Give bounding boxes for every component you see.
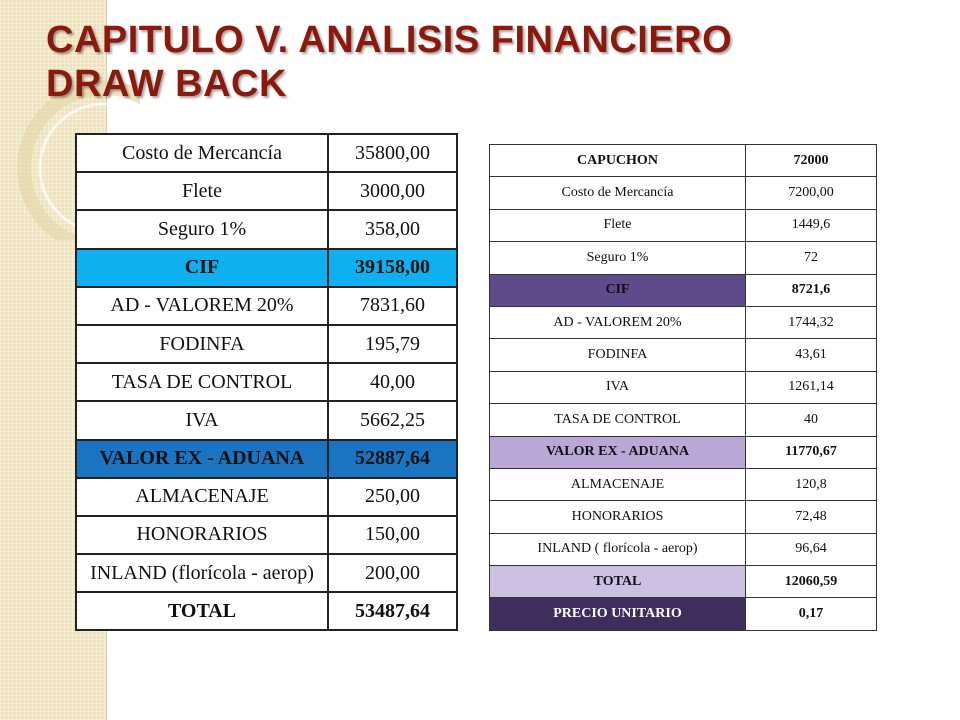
row-label: AD - VALOREM 20% bbox=[489, 305, 746, 340]
slide-title-line-2: DRAW BACK bbox=[46, 63, 287, 105]
row-label: IVA bbox=[75, 400, 329, 441]
table-row: Flete 3000,00 bbox=[75, 171, 458, 212]
row-label: VALOR EX - ADUANA bbox=[489, 435, 746, 469]
row-label: CIF bbox=[75, 247, 329, 288]
row-label: TASA DE CONTROL bbox=[75, 362, 329, 403]
row-value: 7831,60 bbox=[327, 285, 458, 326]
row-value: 40 bbox=[745, 403, 877, 437]
row-label: Flete bbox=[75, 171, 329, 212]
row-label: Flete bbox=[489, 208, 746, 243]
row-value: 250,00 bbox=[327, 476, 458, 517]
table-row: HONORARIOS 150,00 bbox=[75, 514, 458, 556]
table-row: HONORARIOS 72,48 bbox=[489, 500, 877, 534]
table-row: Costo de Mercancía 7200,00 bbox=[489, 176, 877, 210]
table-row: INLAND (florícola - aerop) 200,00 bbox=[75, 553, 458, 594]
row-value: 72,48 bbox=[745, 500, 877, 534]
row-value: 1261,14 bbox=[745, 370, 877, 405]
table-row-cif: CIF 39158,00 bbox=[75, 247, 458, 288]
row-label: VALOR EX - ADUANA bbox=[75, 438, 329, 479]
row-value: 11770,67 bbox=[745, 435, 877, 469]
slide-title: CAPITULO V. ANALISIS FINANCIERO DRAW BAC… bbox=[46, 18, 732, 106]
row-value: 200,00 bbox=[327, 553, 458, 594]
row-value: 150,00 bbox=[327, 514, 458, 556]
row-label: TOTAL bbox=[75, 591, 329, 632]
row-label: ALMACENAJE bbox=[489, 467, 746, 502]
row-label: CAPUCHON bbox=[489, 143, 746, 178]
row-label: HONORARIOS bbox=[75, 514, 329, 556]
table-row-header: CAPUCHON 72000 bbox=[489, 143, 877, 178]
table-row: AD - VALOREM 20% 1744,32 bbox=[489, 305, 877, 340]
row-label: Seguro 1% bbox=[489, 241, 746, 275]
row-label: FODINFA bbox=[489, 338, 746, 372]
row-label: Costo de Mercancía bbox=[489, 176, 746, 210]
table-row-cif: CIF 8721,6 bbox=[489, 273, 877, 307]
table-row: Seguro 1% 358,00 bbox=[75, 209, 458, 250]
row-label: HONORARIOS bbox=[489, 500, 746, 534]
row-label: Seguro 1% bbox=[75, 209, 329, 250]
table-row: IVA 1261,14 bbox=[489, 370, 877, 405]
row-label: TASA DE CONTROL bbox=[489, 403, 746, 437]
table-row: Costo de Mercancía 35800,00 bbox=[75, 132, 458, 174]
row-value: 96,64 bbox=[745, 532, 877, 567]
table-row: Seguro 1% 72 bbox=[489, 241, 877, 275]
table-row-total: TOTAL 12060,59 bbox=[489, 565, 877, 599]
table-row: Flete 1449,6 bbox=[489, 208, 877, 243]
table-row-valor-ex-aduana: VALOR EX - ADUANA 11770,67 bbox=[489, 435, 877, 469]
table-row: TASA DE CONTROL 40,00 bbox=[75, 362, 458, 403]
row-value: 72000 bbox=[745, 143, 877, 178]
row-value: 120,8 bbox=[745, 467, 877, 502]
row-value: 5662,25 bbox=[327, 400, 458, 441]
row-value: 52887,64 bbox=[327, 438, 458, 479]
row-value: 358,00 bbox=[327, 209, 458, 250]
table-row-total: TOTAL 53487,64 bbox=[75, 591, 458, 632]
table-row: ALMACENAJE 120,8 bbox=[489, 467, 877, 502]
slide-title-line-1: CAPITULO V. ANALISIS FINANCIERO bbox=[46, 19, 733, 61]
row-value: 8721,6 bbox=[745, 273, 877, 307]
row-value: 7200,00 bbox=[745, 176, 877, 210]
row-label: CIF bbox=[489, 273, 746, 307]
row-label: Costo de Mercancía bbox=[75, 132, 329, 174]
row-value: 1744,32 bbox=[745, 305, 877, 340]
row-value: 39158,00 bbox=[327, 247, 458, 288]
table-row: FODINFA 43,61 bbox=[489, 338, 877, 372]
table-row-valor-ex-aduana: VALOR EX - ADUANA 52887,64 bbox=[75, 438, 458, 479]
row-label: INLAND ( florícola - aerop) bbox=[489, 532, 746, 567]
row-value: 0,17 bbox=[745, 597, 877, 631]
right-cost-table: CAPUCHON 72000 Costo de Mercancía 7200,0… bbox=[489, 143, 877, 631]
table-row: TASA DE CONTROL 40 bbox=[489, 403, 877, 437]
table-row: ALMACENAJE 250,00 bbox=[75, 476, 458, 517]
table-row: AD - VALOREM 20% 7831,60 bbox=[75, 285, 458, 326]
table-row: IVA 5662,25 bbox=[75, 400, 458, 441]
table-row: INLAND ( florícola - aerop) 96,64 bbox=[489, 532, 877, 567]
row-value: 195,79 bbox=[327, 323, 458, 365]
row-value: 12060,59 bbox=[745, 565, 877, 599]
row-label: ALMACENAJE bbox=[75, 476, 329, 517]
row-value: 1449,6 bbox=[745, 208, 877, 243]
row-label: PRECIO UNITARIO bbox=[489, 597, 746, 631]
row-value: 43,61 bbox=[745, 338, 877, 372]
row-value: 72 bbox=[745, 241, 877, 275]
row-label: TOTAL bbox=[489, 565, 746, 599]
table-row-precio-unitario: PRECIO UNITARIO 0,17 bbox=[489, 597, 877, 631]
left-cost-table: Costo de Mercancía 35800,00 Flete 3000,0… bbox=[75, 132, 458, 632]
row-label: AD - VALOREM 20% bbox=[75, 285, 329, 326]
row-value: 53487,64 bbox=[327, 591, 458, 632]
row-label: FODINFA bbox=[75, 323, 329, 365]
table-row: FODINFA 195,79 bbox=[75, 323, 458, 365]
row-value: 35800,00 bbox=[327, 132, 458, 174]
row-label: IVA bbox=[489, 370, 746, 405]
row-value: 3000,00 bbox=[327, 171, 458, 212]
row-label: INLAND (florícola - aerop) bbox=[75, 553, 329, 594]
row-value: 40,00 bbox=[327, 362, 458, 403]
